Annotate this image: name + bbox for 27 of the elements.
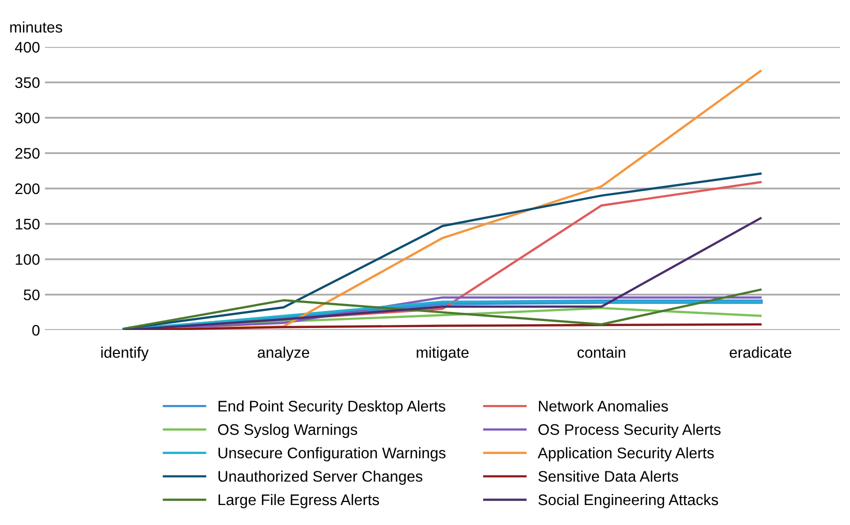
legend-label: End Point Security Desktop Alerts	[218, 400, 446, 415]
legend-label: Sensitive Data Alerts	[538, 470, 678, 482]
y-tick-label: 150	[16, 218, 40, 230]
y-tick-label: 300	[15, 112, 40, 124]
y-tick-label: 200	[15, 183, 40, 194]
x-tick-label: analyze	[258, 346, 310, 361]
x-tick-label: mitigate	[416, 346, 469, 361]
y-tick-label: 100	[16, 254, 40, 265]
y-tick-label: 250	[15, 148, 40, 159]
x-tick-label: eradicate	[730, 346, 792, 358]
y-tick-label: 400	[15, 42, 40, 53]
legend-label: Application Security Alerts	[538, 447, 714, 462]
legend-label: Unauthorized Server Changes	[218, 470, 422, 485]
legend-label: Unsecure Configuration Warnings	[218, 447, 446, 462]
y-tick-label: 0	[32, 324, 40, 336]
y-tick-label: 350	[15, 77, 40, 88]
y-axis-title: minutes	[10, 21, 62, 33]
line-series	[123, 217, 762, 330]
legend-label: OS Process Security Alerts	[538, 424, 721, 438]
legend-label: Social Engineering Attacks	[538, 494, 718, 508]
legend-label: Large File Egress Alerts	[218, 494, 379, 508]
y-tick-label: 50	[24, 289, 40, 300]
x-tick-label: contain	[578, 346, 626, 358]
x-tick-label: identify	[101, 346, 149, 361]
line-series	[123, 288, 762, 330]
legend-label: OS Syslog Warnings	[218, 424, 358, 438]
legend-label: Network Anomalies	[538, 400, 668, 412]
